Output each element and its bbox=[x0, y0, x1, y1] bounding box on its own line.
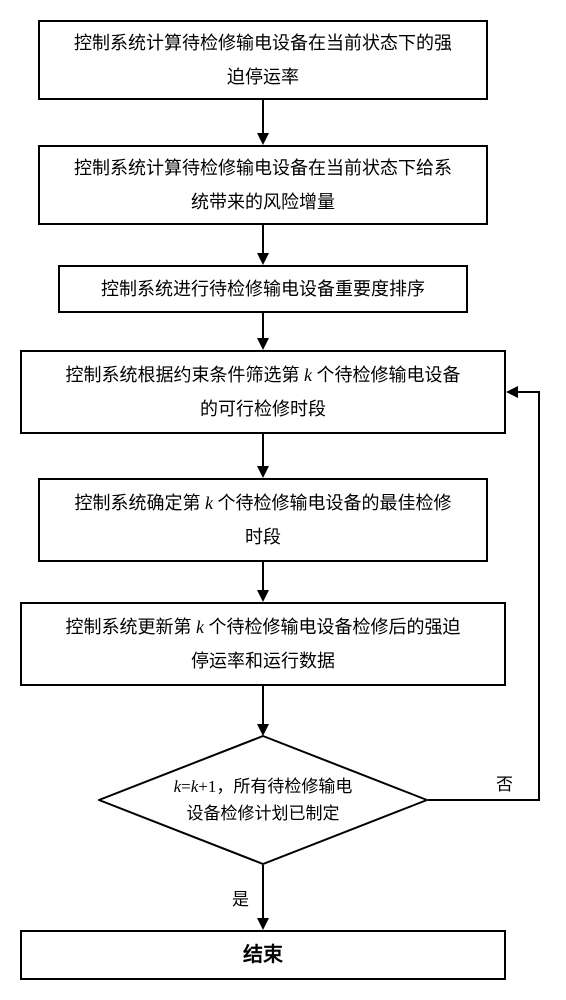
text-line: 控制系统计算待检修输电设备在当前状态下的强 bbox=[74, 33, 452, 53]
process-box-2: 控制系统计算待检修输电设备在当前状态下给系 统带来的风险增量 bbox=[38, 145, 488, 225]
text-line: 统带来的风险增量 bbox=[191, 192, 335, 212]
arrow-head bbox=[257, 590, 269, 602]
loop-line-v bbox=[538, 392, 540, 801]
process-box-5: 控制系统确定第 k 个待检修输电设备的最佳检修时段 bbox=[38, 478, 488, 562]
process-box-6: 控制系统更新第 k 个待检修输电设备检修后的强迫停运率和运行数据 bbox=[20, 602, 506, 686]
edge-label-no: 否 bbox=[496, 770, 513, 795]
arrow-line bbox=[262, 686, 264, 724]
flowchart-container: 控制系统计算待检修输电设备在当前状态下的强 迫停运率 控制系统计算待检修输电设备… bbox=[0, 0, 566, 1000]
arrow-line bbox=[262, 225, 264, 253]
text-content: 控制系统根据约束条件筛选第 k 个待检修输电设备的可行检修时段 bbox=[66, 358, 461, 426]
loop-line-h2 bbox=[518, 391, 540, 393]
text-line: 迫停运率 bbox=[227, 67, 299, 87]
arrow-line bbox=[262, 313, 264, 338]
edge-label-yes: 是 bbox=[232, 885, 249, 910]
decision-diamond: k=k+1，所有待检修输电设备检修计划已制定 bbox=[98, 735, 428, 865]
text-line: 结束 bbox=[243, 936, 283, 974]
text-content: 控制系统确定第 k 个待检修输电设备的最佳检修时段 bbox=[75, 486, 452, 554]
process-box-3: 控制系统进行待检修输电设备重要度排序 bbox=[58, 265, 468, 313]
process-end: 结束 bbox=[20, 930, 506, 980]
arrow-line bbox=[262, 562, 264, 590]
process-box-4: 控制系统根据约束条件筛选第 k 个待检修输电设备的可行检修时段 bbox=[20, 350, 506, 434]
text-line: 控制系统计算待检修输电设备在当前状态下给系 bbox=[74, 158, 452, 178]
decision-text: k=k+1，所有待检修输电设备检修计划已制定 bbox=[98, 773, 428, 827]
loop-line-h1 bbox=[428, 799, 540, 801]
arrow-head bbox=[257, 133, 269, 145]
arrow-head bbox=[257, 918, 269, 930]
arrow-line bbox=[262, 100, 264, 133]
arrow-line bbox=[262, 434, 264, 466]
arrow-line bbox=[262, 865, 264, 918]
arrow-head bbox=[257, 338, 269, 350]
arrow-head bbox=[257, 253, 269, 265]
text-line: 控制系统进行待检修输电设备重要度排序 bbox=[101, 272, 425, 306]
arrow-head bbox=[257, 466, 269, 478]
arrow-head-left bbox=[506, 386, 518, 398]
process-box-1: 控制系统计算待检修输电设备在当前状态下的强 迫停运率 bbox=[38, 20, 488, 100]
text-content: 控制系统更新第 k 个待检修输电设备检修后的强迫停运率和运行数据 bbox=[66, 610, 461, 678]
